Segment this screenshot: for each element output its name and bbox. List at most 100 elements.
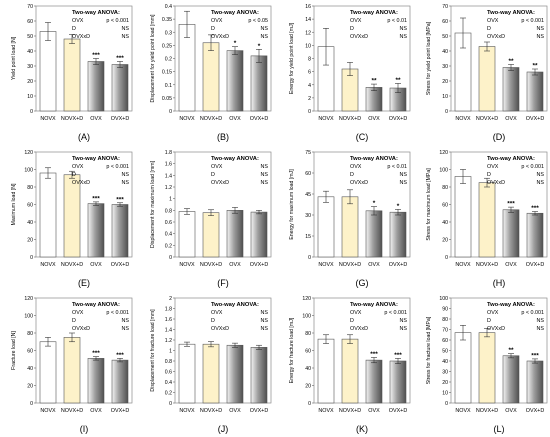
y-axis-label: Yield point load [N] <box>11 36 17 80</box>
anova-title: Two-way ANOVA: <box>72 156 120 162</box>
y-tick-label: 10 <box>305 43 311 49</box>
anova-term: OVXxD <box>211 326 229 332</box>
y-tick-label: 0.4 <box>165 232 172 238</box>
panel-d: 0 10 20 30 40 50 60 70 Stress for yield point lo… <box>426 4 548 142</box>
y-tick-label: 14 <box>305 17 311 23</box>
anova-value: NS <box>400 26 408 32</box>
anova-term: OVXxD <box>350 326 368 332</box>
anova-term: D <box>211 318 215 324</box>
bar <box>87 358 105 404</box>
y-tick-label: 40 <box>27 49 33 55</box>
category-label: OVX+D <box>250 408 269 414</box>
anova-value: NS <box>261 326 269 332</box>
anova-value: p < 0.001 <box>521 164 544 170</box>
y-tick-label: 90 <box>442 307 448 313</box>
anova-value: NS <box>537 326 545 332</box>
bar <box>478 182 496 258</box>
y-tick-label: 120 <box>302 296 311 302</box>
plot-frame <box>313 151 411 258</box>
panel-label: (L) <box>494 424 505 434</box>
category-label: OVX <box>229 262 241 268</box>
y-tick-label: 0.8 <box>165 359 172 365</box>
y-tick-label: 0 <box>169 109 172 115</box>
y-tick-label: 0 <box>445 109 448 115</box>
y-tick-label: 1.2 <box>165 338 172 344</box>
y-tick-label: 100 <box>24 314 33 320</box>
anova-term: OVX <box>211 18 223 24</box>
bar <box>502 67 520 112</box>
category-label: NOVX <box>40 262 56 268</box>
y-tick-label: 0.2 <box>165 391 172 397</box>
y-tick-label: 2 <box>169 296 172 302</box>
y-tick-label: 40 <box>27 366 33 372</box>
significance-label: ** <box>532 63 538 70</box>
y-tick-label: 0 <box>308 255 311 261</box>
panel-label: (D) <box>493 132 506 142</box>
bar <box>202 42 220 112</box>
significance-label: *** <box>116 196 124 203</box>
category-label: OVX+D <box>111 262 130 268</box>
bar <box>502 209 520 258</box>
anova-value: p < 0.05 <box>248 18 268 24</box>
category-label: OVX <box>229 116 241 122</box>
category-label: NOVX+D <box>61 262 83 268</box>
anova-term: OVX <box>487 164 499 170</box>
anova-value: p < 0.01 <box>387 164 407 170</box>
y-tick-label: 1 <box>169 197 172 203</box>
panel-label: (A) <box>78 132 90 142</box>
bar <box>111 64 129 112</box>
category-label: OVX <box>90 116 102 122</box>
anova-term: D <box>211 26 215 32</box>
bar <box>87 203 105 258</box>
y-tick-label: 20 <box>27 238 33 244</box>
y-tick-label: 120 <box>24 296 33 302</box>
category-label: NOVX <box>179 408 195 414</box>
y-tick-label: 70 <box>442 4 448 10</box>
bar <box>250 347 268 404</box>
y-tick-label: 15 <box>305 234 311 240</box>
plot-frame <box>450 5 548 112</box>
y-tick-label: 2 <box>308 96 311 102</box>
bar <box>502 355 520 404</box>
y-tick-label: 4 <box>308 83 311 89</box>
category-label: NOVX+D <box>339 262 361 268</box>
y-axis-label: Stress for maximum load [MPa] <box>426 168 432 241</box>
category-label: NOVX <box>179 116 195 122</box>
bar <box>365 210 383 258</box>
bar <box>478 332 496 404</box>
bar <box>226 344 244 404</box>
anova-value: NS <box>537 34 545 40</box>
y-tick-label: 1.4 <box>165 328 172 334</box>
anova-term: OVXxD <box>350 180 368 186</box>
bar <box>341 196 359 258</box>
y-axis-label: Displacement for yield point load [mm] <box>150 14 156 102</box>
category-label: OVX <box>368 408 380 414</box>
category-label: NOVX+D <box>200 116 222 122</box>
y-tick-label: 0.4 <box>165 380 172 386</box>
category-label: OVX+D <box>526 116 545 122</box>
anova-value: NS <box>261 26 269 32</box>
anova-term: D <box>350 26 354 32</box>
anova-value: NS <box>400 172 408 178</box>
bar <box>526 212 544 258</box>
bar <box>250 211 268 258</box>
y-tick-label: 1.6 <box>165 317 172 323</box>
bar <box>454 332 472 404</box>
anova-term: D <box>487 26 491 32</box>
plot-frame <box>174 151 272 258</box>
y-tick-label: 0.35 <box>162 17 172 23</box>
y-tick-label: 100 <box>439 296 448 302</box>
anova-value: NS <box>537 172 545 178</box>
panel-e: 0 20 40 60 80 100 120 Maximum load [N] NOVX NOVX+… <box>11 150 133 288</box>
anova-term: OVXxD <box>72 180 90 186</box>
y-tick-label: 0 <box>30 255 33 261</box>
panel-i: 0 20 40 60 80 100 120 Fracture load [N] NOVX NOVX… <box>11 296 133 434</box>
bar <box>250 55 268 112</box>
significance-label: *** <box>531 352 539 359</box>
y-tick-label: 40 <box>442 49 448 55</box>
anova-value: NS <box>537 318 545 324</box>
anova-term: OVXxD <box>211 34 229 40</box>
y-tick-label: 60 <box>442 338 448 344</box>
category-label: NOVX+D <box>200 262 222 268</box>
